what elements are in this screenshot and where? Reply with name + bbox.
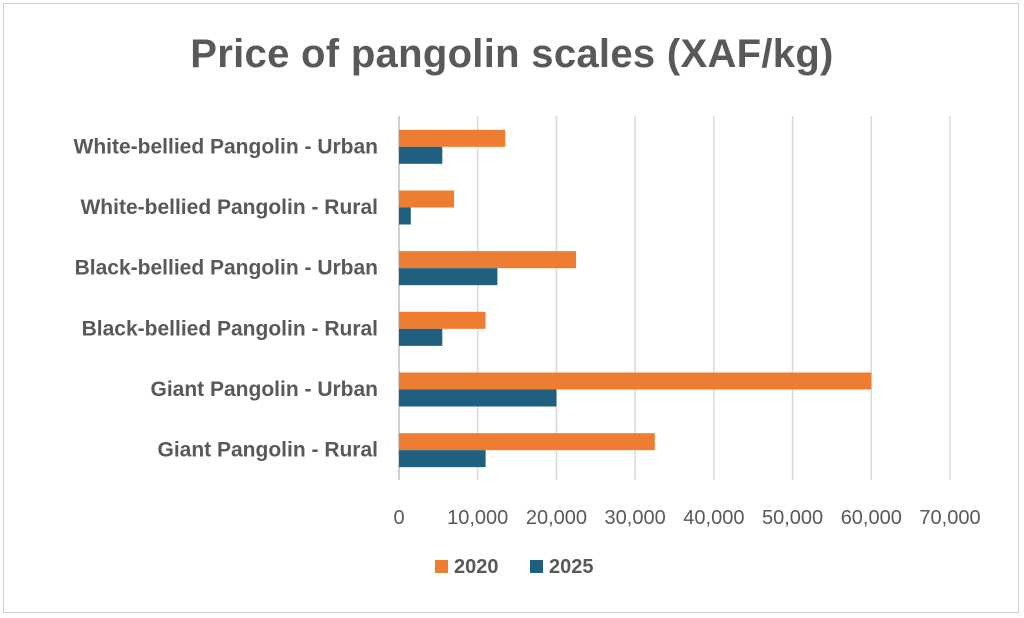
bar-chart: White-bellied Pangolin - Urban White-bell… bbox=[74, 116, 981, 578]
bar-2025 bbox=[399, 207, 411, 225]
bar-2020 bbox=[399, 129, 506, 147]
x-tick-label: 60,000 bbox=[841, 507, 902, 529]
x-tick-label: 40,000 bbox=[683, 507, 744, 529]
x-tick-label: 0 bbox=[393, 507, 404, 529]
category-label: Giant Pangolin - Urban bbox=[150, 378, 378, 401]
bar-2020 bbox=[399, 433, 655, 451]
bar-2025 bbox=[399, 146, 443, 164]
chart-frame: Price of pangolin scales (XAF/kg) White-… bbox=[3, 3, 1019, 613]
category-label: White-bellied Pangolin - Urban bbox=[74, 135, 379, 158]
x-tick-label: 70,000 bbox=[919, 507, 980, 529]
category-label: Black-bellied Pangolin - Urban bbox=[75, 257, 378, 280]
bar-2020 bbox=[399, 311, 486, 329]
bar-2025 bbox=[399, 268, 498, 286]
x-tick-label: 50,000 bbox=[762, 507, 823, 529]
chart-title: Price of pangolin scales (XAF/kg) bbox=[190, 32, 834, 76]
legend-label-2025: 2025 bbox=[549, 556, 594, 578]
category-label: Black-bellied Pangolin - Rural bbox=[82, 317, 378, 340]
bar-2025 bbox=[399, 389, 557, 407]
legend-swatch-2020 bbox=[435, 560, 448, 573]
bar-2025 bbox=[399, 450, 486, 468]
x-tick-label: 10,000 bbox=[447, 507, 508, 529]
category-label: Giant Pangolin - Rural bbox=[157, 439, 378, 462]
x-tick-label: 30,000 bbox=[605, 507, 666, 529]
bar-2025 bbox=[399, 328, 443, 346]
x-tick-label: 20,000 bbox=[526, 507, 587, 529]
bar-2020 bbox=[399, 251, 577, 269]
bar-2020 bbox=[399, 372, 872, 390]
category-label: White-bellied Pangolin - Rural bbox=[80, 196, 378, 219]
legend-swatch-2025 bbox=[530, 560, 543, 573]
legend-label-2020: 2020 bbox=[454, 556, 499, 578]
bar-2020 bbox=[399, 190, 455, 208]
